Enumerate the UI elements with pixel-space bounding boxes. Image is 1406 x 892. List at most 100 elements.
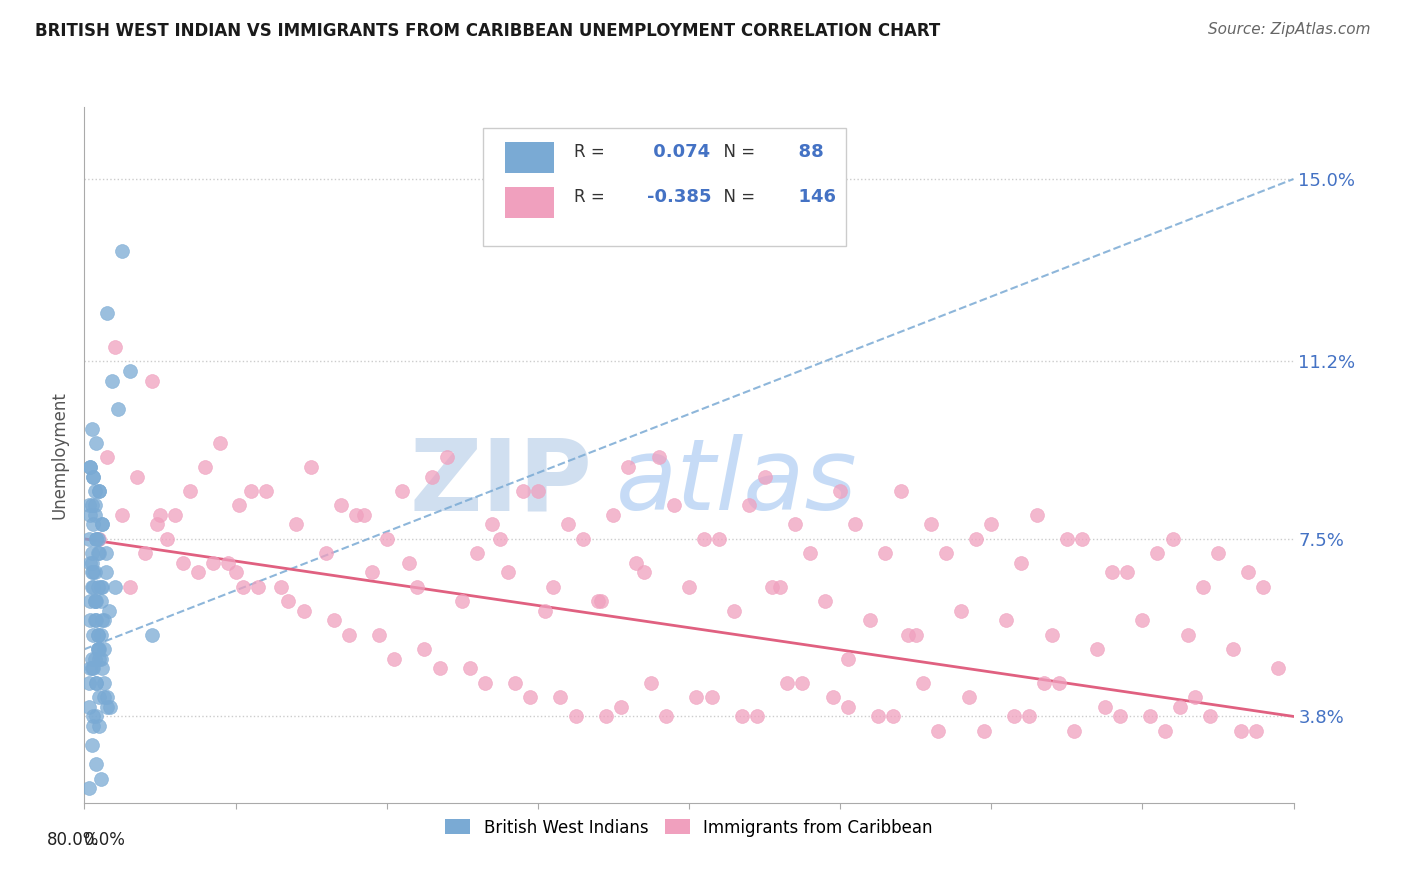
Point bbox=[738, 498, 761, 512]
Point bbox=[1025, 508, 1047, 522]
Point bbox=[228, 498, 250, 512]
Point bbox=[927, 723, 949, 738]
FancyBboxPatch shape bbox=[484, 128, 846, 246]
Point bbox=[904, 628, 927, 642]
Point bbox=[1139, 709, 1161, 723]
Point bbox=[90, 772, 112, 786]
Point bbox=[77, 781, 100, 796]
Point bbox=[225, 566, 247, 580]
Point bbox=[84, 614, 107, 628]
Point bbox=[436, 450, 458, 465]
Point bbox=[79, 556, 101, 570]
Point bbox=[519, 690, 541, 705]
Point bbox=[1146, 546, 1168, 560]
Point bbox=[353, 508, 375, 522]
Point bbox=[1132, 614, 1154, 628]
Point bbox=[700, 690, 723, 705]
Point bbox=[84, 508, 107, 522]
Point bbox=[89, 532, 111, 546]
Point bbox=[86, 676, 108, 690]
Point bbox=[980, 517, 1002, 532]
Point bbox=[141, 374, 163, 388]
Point bbox=[776, 676, 799, 690]
Point bbox=[655, 709, 678, 723]
Y-axis label: Unemployment: Unemployment bbox=[51, 391, 69, 519]
Point bbox=[299, 459, 322, 474]
Point bbox=[512, 483, 534, 498]
Point bbox=[82, 517, 104, 532]
Point bbox=[77, 498, 100, 512]
Point bbox=[80, 566, 103, 580]
Point bbox=[557, 517, 579, 532]
Point bbox=[844, 517, 866, 532]
Point bbox=[617, 459, 640, 474]
Point bbox=[602, 508, 624, 522]
Legend: British West Indians, Immigrants from Caribbean: British West Indians, Immigrants from Ca… bbox=[439, 812, 939, 843]
Point bbox=[595, 709, 617, 723]
Point bbox=[94, 546, 117, 560]
Point bbox=[769, 580, 792, 594]
Point bbox=[624, 556, 647, 570]
Point bbox=[503, 676, 526, 690]
Point bbox=[86, 532, 108, 546]
Text: 88: 88 bbox=[786, 144, 824, 161]
Point bbox=[84, 594, 107, 608]
Point bbox=[821, 690, 844, 705]
Point bbox=[368, 628, 391, 642]
Point bbox=[337, 628, 360, 642]
Point bbox=[89, 690, 111, 705]
Point bbox=[406, 580, 429, 594]
Point bbox=[254, 483, 277, 498]
Point bbox=[1229, 723, 1251, 738]
Point bbox=[80, 652, 103, 666]
Point bbox=[995, 614, 1018, 628]
Point bbox=[82, 719, 104, 733]
Point bbox=[935, 546, 957, 560]
Point bbox=[950, 604, 973, 618]
Point bbox=[79, 459, 101, 474]
Point bbox=[86, 436, 108, 450]
Point bbox=[912, 676, 935, 690]
Point bbox=[96, 306, 118, 320]
Point bbox=[77, 676, 100, 690]
Point bbox=[134, 546, 156, 560]
Point bbox=[489, 532, 512, 546]
Text: -0.385: -0.385 bbox=[647, 188, 711, 206]
Point bbox=[82, 469, 104, 483]
Point bbox=[882, 709, 904, 723]
Point bbox=[1094, 699, 1116, 714]
Text: atlas: atlas bbox=[616, 434, 858, 532]
Point bbox=[496, 566, 519, 580]
Point bbox=[127, 469, 149, 483]
Point bbox=[709, 532, 731, 546]
Point bbox=[91, 517, 114, 532]
Point bbox=[91, 580, 114, 594]
Point bbox=[1047, 676, 1070, 690]
Point bbox=[837, 699, 859, 714]
Point bbox=[80, 661, 103, 675]
Point bbox=[830, 483, 852, 498]
Point bbox=[80, 498, 103, 512]
Point bbox=[920, 517, 942, 532]
Point bbox=[79, 661, 101, 675]
Point bbox=[89, 483, 111, 498]
Point bbox=[564, 709, 586, 723]
Point bbox=[194, 459, 217, 474]
Text: N =: N = bbox=[713, 144, 755, 161]
Point bbox=[82, 628, 104, 642]
Point bbox=[973, 723, 995, 738]
Point bbox=[1177, 628, 1199, 642]
Text: 0.074: 0.074 bbox=[647, 144, 710, 161]
Point bbox=[1002, 709, 1025, 723]
Point bbox=[859, 614, 882, 628]
Point bbox=[89, 719, 111, 733]
Point bbox=[1267, 661, 1289, 675]
Point bbox=[678, 580, 700, 594]
Point bbox=[330, 498, 353, 512]
Point bbox=[179, 483, 201, 498]
Point bbox=[1071, 532, 1094, 546]
Point bbox=[77, 699, 100, 714]
Point bbox=[1018, 709, 1040, 723]
Point bbox=[322, 614, 344, 628]
Point bbox=[1168, 699, 1191, 714]
